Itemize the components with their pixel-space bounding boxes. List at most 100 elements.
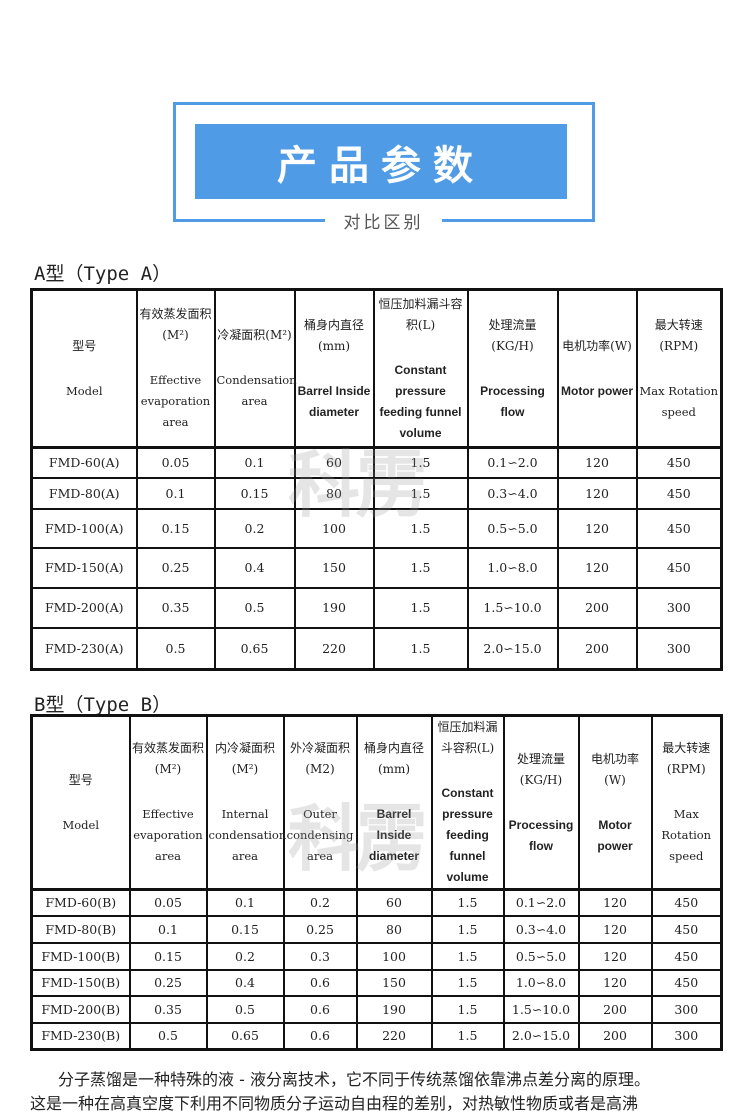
column-header: 桶身内直径(mm) Barrel Inside diameter xyxy=(355,714,433,891)
column-header-zh: 桶身内直径(mm) xyxy=(363,741,424,776)
value-cell: 220 xyxy=(355,1021,433,1051)
table-row: FMD-60(A) 0.05 0.1 60 1.5 0.1∽2.0 120 450 xyxy=(30,446,723,479)
value-cell: 120 xyxy=(577,888,653,917)
value-cell: 1.5 xyxy=(430,1021,505,1051)
value-cell: 0.5 xyxy=(135,626,216,671)
model-cell: FMD-80(B) xyxy=(30,914,131,944)
table-row: FMD-60(B) 0.05 0.1 0.2 60 1.5 0.1∽2.0 120 450 xyxy=(30,888,723,917)
column-header-en: Processing flow xyxy=(480,383,545,419)
model-cell: FMD-60(A) xyxy=(30,446,138,479)
value-cell: 0.15 xyxy=(128,941,208,971)
column-header: 电机功率(W) Motor power xyxy=(556,288,638,449)
column-header: 处理流量(KG/H) Processing flow xyxy=(466,288,559,449)
value-cell: 100 xyxy=(293,507,375,549)
value-cell: 0.1 xyxy=(135,476,216,510)
model-cell: FMD-200(B) xyxy=(30,994,131,1024)
value-cell: 120 xyxy=(556,446,638,479)
value-cell: 0.65 xyxy=(213,626,296,671)
column-header: 外冷凝面积(M2) Outer condensing area xyxy=(282,714,358,891)
value-cell: 120 xyxy=(556,476,638,510)
column-header: 型号 Model xyxy=(30,288,138,449)
value-cell: 0.25 xyxy=(135,546,216,589)
column-header: 内冷凝面积(M²) Internal condensation area xyxy=(205,714,286,891)
model-cell: FMD-230(B) xyxy=(30,1021,131,1051)
column-header-en: Effective evaporation area xyxy=(133,807,203,863)
value-cell: 1.0∽8.0 xyxy=(502,968,580,997)
value-cell: 0.65 xyxy=(205,1021,285,1051)
value-cell: 120 xyxy=(577,968,653,997)
column-header: 最大转速 (RPM) Max Rotation speed xyxy=(650,714,723,891)
value-cell: 120 xyxy=(577,914,653,944)
value-cell: 60 xyxy=(355,888,433,917)
value-cell: 450 xyxy=(635,507,723,549)
value-cell: 0.1 xyxy=(128,914,208,944)
value-cell: 0.35 xyxy=(128,994,208,1024)
value-cell: 0.15 xyxy=(205,914,285,944)
column-header-en: Barrel Inside diameter xyxy=(368,807,420,863)
column-header-zh: 外冷凝面积(M2) xyxy=(289,741,350,776)
column-header-en: Max Rotation speed xyxy=(639,383,718,419)
value-cell: 0.1 xyxy=(213,446,296,479)
value-cell: 1.5 xyxy=(372,446,469,479)
value-cell: 1.5∽10.0 xyxy=(502,994,580,1024)
value-cell: 0.2 xyxy=(282,888,358,917)
value-cell: 100 xyxy=(355,941,433,971)
value-cell: 0.15 xyxy=(135,507,216,549)
value-cell: 300 xyxy=(635,626,723,671)
value-cell: 0.05 xyxy=(135,446,216,479)
column-header-zh: 最大转速 (RPM) xyxy=(662,741,711,776)
column-header-en: Processing flow xyxy=(508,817,574,853)
column-header-zh: 桶身内直径(mm) xyxy=(303,317,364,353)
value-cell: 190 xyxy=(293,586,375,629)
value-cell: 0.3∽4.0 xyxy=(502,914,580,944)
model-cell: FMD-100(A) xyxy=(30,507,138,549)
value-cell: 150 xyxy=(293,546,375,589)
value-cell: 1.5 xyxy=(430,994,505,1024)
value-cell: 0.5 xyxy=(128,1021,208,1051)
column-header-en: Model xyxy=(62,817,100,832)
value-cell: 120 xyxy=(556,507,638,549)
table-row: FMD-230(A) 0.5 0.65 220 1.5 2.0∽15.0 200 300 xyxy=(30,626,723,671)
column-header-zh: 处理流量(KG/H) xyxy=(488,317,537,353)
value-cell: 450 xyxy=(650,888,723,917)
value-cell: 0.1∽2.0 xyxy=(466,446,559,479)
description-line-2: 这是一种在高真空度下利用不同物质分子运动自由程的差别，对热敏性物质或者是高沸 xyxy=(30,1094,639,1113)
value-cell: 220 xyxy=(293,626,375,671)
column-header-zh: 恒压加料漏斗容积(L) xyxy=(378,296,463,332)
value-cell: 0.3 xyxy=(282,941,358,971)
model-cell: FMD-150(B) xyxy=(30,968,131,997)
column-header: 有效蒸发面积(M²) Effective evaporation area xyxy=(135,288,216,449)
table-row: FMD-80(A) 0.1 0.15 80 1.5 0.3∽4.0 120 450 xyxy=(30,476,723,510)
column-header: 型号 Model xyxy=(30,714,131,891)
table-row: FMD-80(B) 0.1 0.15 0.25 80 1.5 0.3∽4.0 120 450 xyxy=(30,914,723,944)
value-cell: 80 xyxy=(355,914,433,944)
value-cell: 1.5 xyxy=(372,546,469,589)
value-cell: 60 xyxy=(293,446,375,479)
value-cell: 450 xyxy=(650,968,723,997)
value-cell: 0.6 xyxy=(282,968,358,997)
column-header: 最大转速 (RPM) Max Rotation speed xyxy=(635,288,723,449)
table-row: FMD-230(B) 0.5 0.65 0.6 220 1.5 2.0∽15.0 200 300 xyxy=(30,1021,723,1051)
value-cell: 450 xyxy=(635,446,723,479)
value-cell: 1.5 xyxy=(372,586,469,629)
column-header-zh: 处理流量(KG/H) xyxy=(516,751,565,787)
value-cell: 0.4 xyxy=(205,968,285,997)
column-header-zh: 电机功率(W) xyxy=(590,751,639,787)
value-cell: 200 xyxy=(577,994,653,1024)
value-cell: 0.1∽2.0 xyxy=(502,888,580,917)
table-row: FMD-150(A) 0.25 0.4 150 1.5 1.0∽8.0 120 450 xyxy=(30,546,723,589)
column-header-zh: 电机功率(W) xyxy=(562,338,632,353)
value-cell: 0.6 xyxy=(282,1021,358,1051)
column-header-zh: 有效蒸发面积(M²) xyxy=(139,307,212,342)
column-header: 桶身内直径(mm) Barrel Inside diameter xyxy=(293,288,375,449)
column-header-en: Barrel Inside diameter xyxy=(297,383,371,419)
value-cell: 0.6 xyxy=(282,994,358,1024)
value-cell: 1.5 xyxy=(430,914,505,944)
value-cell: 1.5 xyxy=(430,968,505,997)
column-header-en: Effective evaporation area xyxy=(140,373,211,429)
table-row: FMD-200(A) 0.35 0.5 190 1.5 1.5∽10.0 200 300 xyxy=(30,586,723,629)
model-cell: FMD-200(A) xyxy=(30,586,138,629)
model-cell: FMD-60(B) xyxy=(30,888,131,917)
page-subtitle: 对比区别 xyxy=(343,213,424,233)
column-header: 处理流量(KG/H) Processing flow xyxy=(502,714,580,891)
